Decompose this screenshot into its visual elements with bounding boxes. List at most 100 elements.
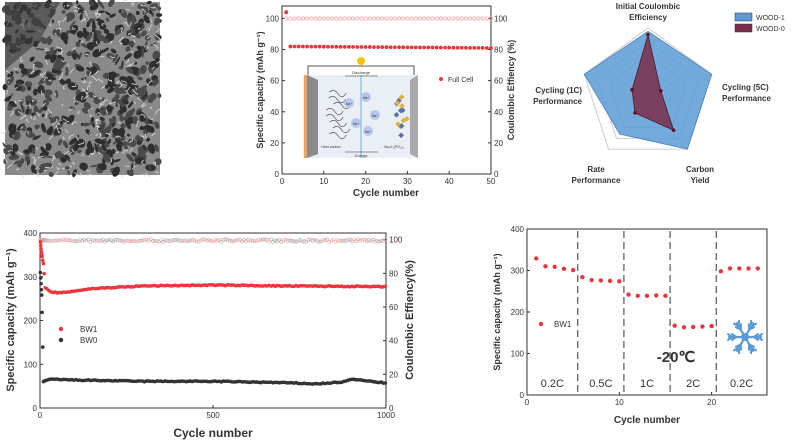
sem-wall bbox=[100, 137, 106, 140]
sem-pore bbox=[100, 167, 107, 170]
capacity-point bbox=[709, 323, 714, 329]
ce-point bbox=[363, 16, 368, 21]
ce-point bbox=[397, 16, 401, 21]
plot-frame bbox=[281, 5, 492, 175]
sem-wall bbox=[48, 135, 54, 140]
sem-wall bbox=[120, 27, 123, 33]
hard-carbon-structure bbox=[326, 108, 344, 116]
sem-wall bbox=[154, 108, 161, 115]
ce-point bbox=[309, 16, 314, 21]
sem-pore bbox=[56, 54, 62, 59]
sem-wall bbox=[69, 165, 73, 168]
capacity-point bbox=[409, 45, 414, 50]
ce-point bbox=[236, 237, 240, 242]
sem-pore bbox=[112, 159, 121, 163]
temperature-annotation: -20℃ bbox=[657, 349, 696, 366]
bw1-capacity-point bbox=[41, 261, 46, 266]
cathode-crystal bbox=[399, 103, 405, 109]
radar-point bbox=[658, 89, 663, 93]
sem-wall bbox=[54, 92, 57, 96]
bw0-capacity-point bbox=[39, 288, 44, 292]
y-tick-label: 0 bbox=[275, 170, 280, 179]
capacity-point bbox=[422, 45, 427, 50]
capacity-point bbox=[346, 44, 351, 49]
sem-pore bbox=[63, 166, 70, 170]
sem-wall bbox=[152, 161, 157, 166]
ce-point bbox=[329, 239, 334, 244]
sem-pore bbox=[154, 158, 162, 165]
cathode-crystal bbox=[398, 132, 404, 139]
sem-wall bbox=[37, 168, 40, 170]
ce-point bbox=[342, 16, 347, 21]
sem-pore bbox=[54, 90, 59, 98]
capacity-point bbox=[338, 44, 343, 49]
ce-point bbox=[438, 16, 443, 21]
sem-pore bbox=[105, 84, 109, 90]
sem-pore bbox=[148, 9, 153, 15]
capacity-point bbox=[727, 266, 733, 271]
sem-pore bbox=[43, 89, 53, 96]
ce-point bbox=[171, 238, 176, 242]
sem-image bbox=[0, 0, 163, 178]
ce-point bbox=[288, 16, 293, 21]
sem-pore bbox=[148, 119, 153, 124]
sem-wall bbox=[32, 172, 36, 175]
sem-pore bbox=[4, 95, 12, 102]
sem-pore bbox=[125, 66, 134, 74]
sem-wall bbox=[119, 42, 123, 45]
sem-wall bbox=[145, 46, 149, 51]
capacity-point bbox=[617, 279, 622, 284]
ce-point bbox=[334, 16, 339, 21]
legend-marker bbox=[538, 321, 544, 327]
sem-pore bbox=[31, 112, 35, 117]
y-tick-label: 100 bbox=[24, 360, 38, 369]
y-right-tick-label: 40 bbox=[494, 108, 503, 117]
sem-pore bbox=[129, 21, 136, 29]
sem-pore bbox=[18, 63, 25, 70]
capacity-point bbox=[552, 264, 557, 269]
sem-pore bbox=[125, 119, 132, 130]
sem-wall bbox=[43, 169, 46, 172]
sem-pore bbox=[80, 166, 86, 172]
sem-wall bbox=[130, 32, 136, 37]
sodium-ion-label: Na⁺ bbox=[346, 102, 352, 106]
ce-point bbox=[121, 239, 126, 244]
cathode-label: Na₃V₂(PO₄)₃ bbox=[384, 145, 404, 149]
sem-pore bbox=[142, 95, 150, 102]
sem-pore bbox=[15, 70, 19, 75]
sem-wall bbox=[97, 151, 102, 155]
sodium-ion-icon bbox=[363, 126, 373, 136]
sem-pore bbox=[68, 137, 78, 145]
sem-wall bbox=[95, 118, 100, 122]
sem-wall bbox=[156, 27, 160, 33]
sem-wall bbox=[71, 83, 77, 88]
sem-wall bbox=[140, 114, 146, 119]
capacity-point bbox=[284, 10, 289, 15]
sem-wall bbox=[52, 155, 57, 160]
capacity-point bbox=[330, 44, 335, 49]
sem-wall bbox=[55, 27, 62, 31]
ce-point bbox=[346, 16, 351, 21]
bw0-capacity-point bbox=[39, 293, 44, 297]
circuit-wire bbox=[307, 65, 415, 80]
capacity-point bbox=[363, 45, 368, 49]
sem-wall bbox=[51, 119, 58, 125]
sem-wall bbox=[118, 37, 125, 43]
snowflake-branch bbox=[727, 335, 734, 341]
ce-point bbox=[94, 238, 99, 243]
sem-wall bbox=[3, 146, 6, 149]
sem-wall bbox=[105, 109, 108, 115]
sem-pore bbox=[59, 78, 66, 85]
sem-wall bbox=[21, 174, 25, 178]
sem-wall bbox=[80, 17, 86, 23]
sem-wall bbox=[34, 166, 39, 170]
ce-point bbox=[177, 238, 182, 243]
sem-wall bbox=[150, 6, 156, 9]
radar-point bbox=[633, 111, 637, 115]
ce-point bbox=[317, 16, 322, 21]
capacity-point bbox=[418, 45, 422, 50]
sem-wall bbox=[14, 86, 18, 89]
sem-pore bbox=[142, 144, 147, 150]
sem-wall bbox=[32, 156, 36, 163]
x-tick-label: 0 bbox=[38, 411, 43, 420]
